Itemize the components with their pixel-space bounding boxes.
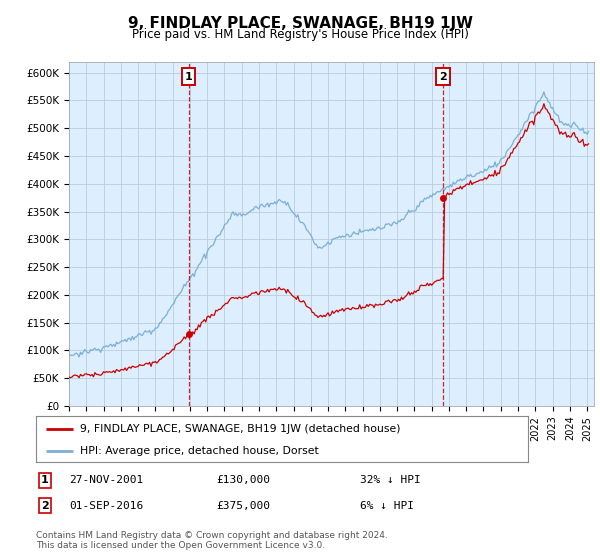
Text: £130,000: £130,000	[216, 475, 270, 486]
Text: 1: 1	[185, 72, 193, 82]
Text: Price paid vs. HM Land Registry's House Price Index (HPI): Price paid vs. HM Land Registry's House …	[131, 28, 469, 41]
Text: 6% ↓ HPI: 6% ↓ HPI	[360, 501, 414, 511]
Text: 9, FINDLAY PLACE, SWANAGE, BH19 1JW (detached house): 9, FINDLAY PLACE, SWANAGE, BH19 1JW (det…	[80, 424, 401, 434]
Text: Contains HM Land Registry data © Crown copyright and database right 2024.
This d: Contains HM Land Registry data © Crown c…	[36, 531, 388, 550]
Text: 1: 1	[41, 475, 49, 486]
Text: HPI: Average price, detached house, Dorset: HPI: Average price, detached house, Dors…	[80, 446, 319, 455]
Text: 2: 2	[439, 72, 447, 82]
Text: £375,000: £375,000	[216, 501, 270, 511]
Text: 01-SEP-2016: 01-SEP-2016	[69, 501, 143, 511]
Text: 32% ↓ HPI: 32% ↓ HPI	[360, 475, 421, 486]
Text: 27-NOV-2001: 27-NOV-2001	[69, 475, 143, 486]
Text: 2: 2	[41, 501, 49, 511]
Text: 9, FINDLAY PLACE, SWANAGE, BH19 1JW: 9, FINDLAY PLACE, SWANAGE, BH19 1JW	[128, 16, 473, 31]
